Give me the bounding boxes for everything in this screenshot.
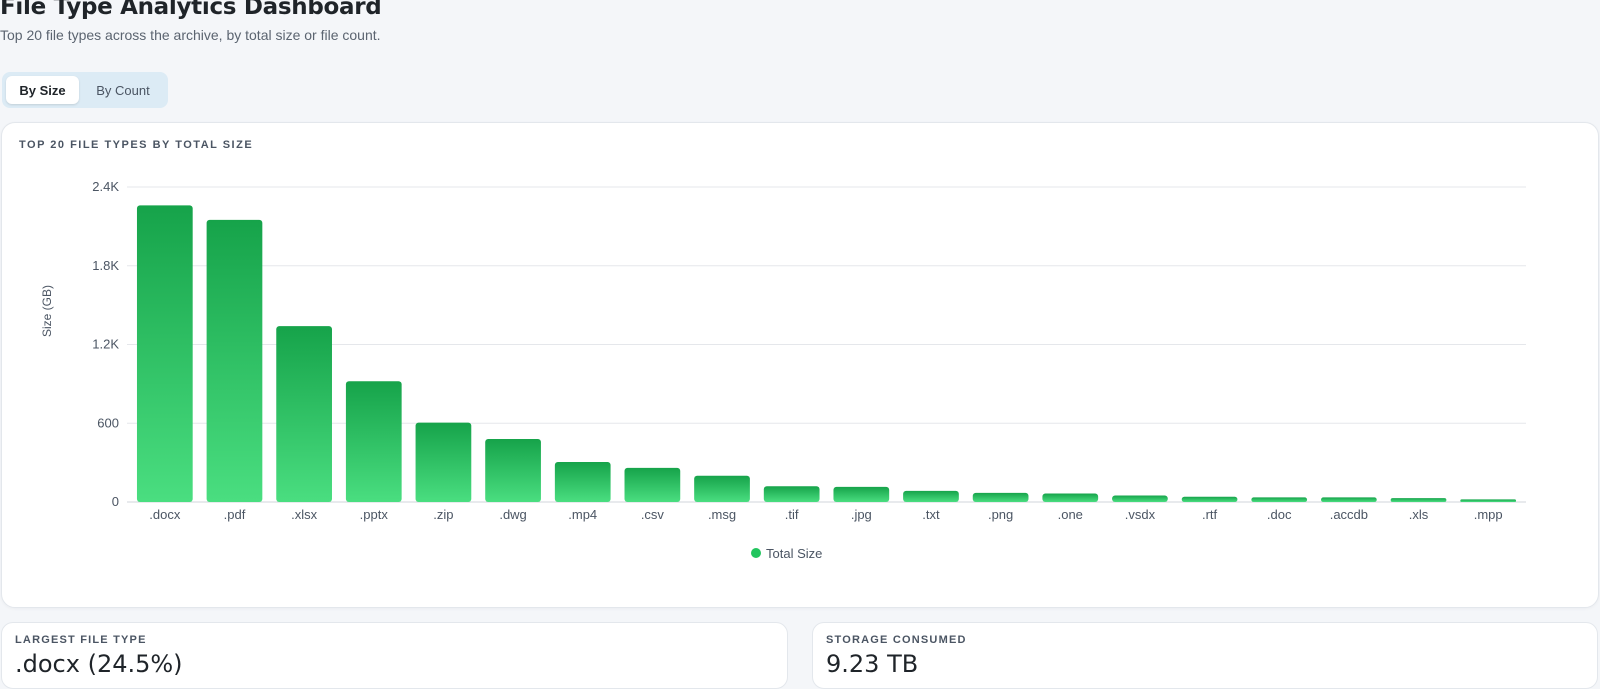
largest-file-type-card: LARGEST FILE TYPE .docx (24.5%): [1, 622, 788, 689]
bar-dwg[interactable]: [485, 439, 541, 502]
x-tick-label: .mp4: [568, 507, 597, 522]
storage-consumed-value: 9.23 TB: [826, 650, 919, 678]
bar-msg[interactable]: [694, 475, 750, 502]
bar-csv[interactable]: [624, 467, 681, 502]
largest-file-type-value: .docx (24.5%): [15, 650, 183, 678]
legend-label: Total Size: [766, 546, 822, 561]
legend-dot: [751, 548, 761, 558]
y-tick-label: 1.8K: [92, 258, 119, 273]
bar-pdf[interactable]: [206, 219, 263, 502]
x-tick-label: .tif: [785, 507, 799, 522]
x-tick-label: .dwg: [499, 507, 526, 522]
y-axis-label: Size (GB): [40, 285, 54, 337]
x-tick-label: .accdb: [1330, 507, 1368, 522]
bar-tif[interactable]: [763, 486, 820, 502]
largest-file-type-label: LARGEST FILE TYPE: [15, 634, 147, 646]
bar-mp4[interactable]: [554, 461, 611, 502]
bar-mpp[interactable]: [1460, 499, 1517, 502]
storage-consumed-card: STORAGE CONSUMED 9.23 TB: [812, 622, 1598, 689]
page-subtitle: Top 20 file types across the archive, by…: [0, 27, 381, 43]
x-tick-label: .doc: [1267, 507, 1292, 522]
x-tick-label: .zip: [433, 507, 453, 522]
chart-card: 0 600 1.2K 1.8K 2.4K .docx .pdf .xlsx .pptx .zip…: [1, 122, 1599, 608]
x-tick-label: .one: [1058, 507, 1083, 522]
x-tick-label: .csv: [641, 507, 665, 522]
x-tick-label: .pdf: [224, 507, 246, 522]
x-tick-label: .xls: [1409, 507, 1429, 522]
bar-png[interactable]: [972, 492, 1029, 502]
bar-xls[interactable]: [1390, 498, 1447, 502]
bar-vsdx[interactable]: [1112, 495, 1168, 502]
bar-one[interactable]: [1042, 493, 1099, 502]
y-tick-label: 1.2K: [92, 337, 119, 352]
bar-accdb[interactable]: [1321, 497, 1377, 502]
bar-rtf[interactable]: [1181, 496, 1238, 502]
x-tick-label: .jpg: [851, 507, 872, 522]
bar-jpg[interactable]: [833, 486, 890, 502]
x-tick-label: .docx: [149, 507, 181, 522]
x-tick-label: .xlsx: [291, 507, 318, 522]
x-tick-label: .png: [988, 507, 1013, 522]
view-toggle: By Size By Count: [2, 72, 168, 108]
x-tick-label: .vsdx: [1125, 507, 1156, 522]
chart-title: TOP 20 FILE TYPES BY TOTAL SIZE: [19, 139, 254, 151]
bar-xlsx[interactable]: [276, 326, 332, 502]
y-tick-label: 0: [112, 494, 119, 509]
page-title: File Type Analytics Dashboard: [0, 0, 382, 20]
legend[interactable]: Total Size: [751, 546, 822, 561]
bar-zip[interactable]: [415, 422, 472, 502]
y-tick-label: 2.4K: [92, 179, 119, 194]
x-tick-label: .mpp: [1474, 507, 1503, 522]
x-tick-label: .pptx: [360, 507, 389, 522]
x-tick-label: .rtf: [1202, 507, 1218, 522]
storage-consumed-label: STORAGE CONSUMED: [826, 634, 967, 646]
bar-chart: 0 600 1.2K 1.8K 2.4K .docx .pdf .xlsx .pptx .zip…: [40, 179, 1526, 561]
bar-txt[interactable]: [903, 490, 959, 502]
bar-pptx[interactable]: [345, 381, 402, 502]
y-tick-label: 600: [97, 415, 119, 430]
bar-docx[interactable]: [136, 205, 193, 502]
bar-doc[interactable]: [1251, 497, 1308, 502]
by-size-button[interactable]: By Size: [6, 76, 79, 104]
x-tick-label: .msg: [708, 507, 736, 522]
x-tick-label: .txt: [922, 507, 940, 522]
by-count-button[interactable]: By Count: [96, 82, 150, 98]
